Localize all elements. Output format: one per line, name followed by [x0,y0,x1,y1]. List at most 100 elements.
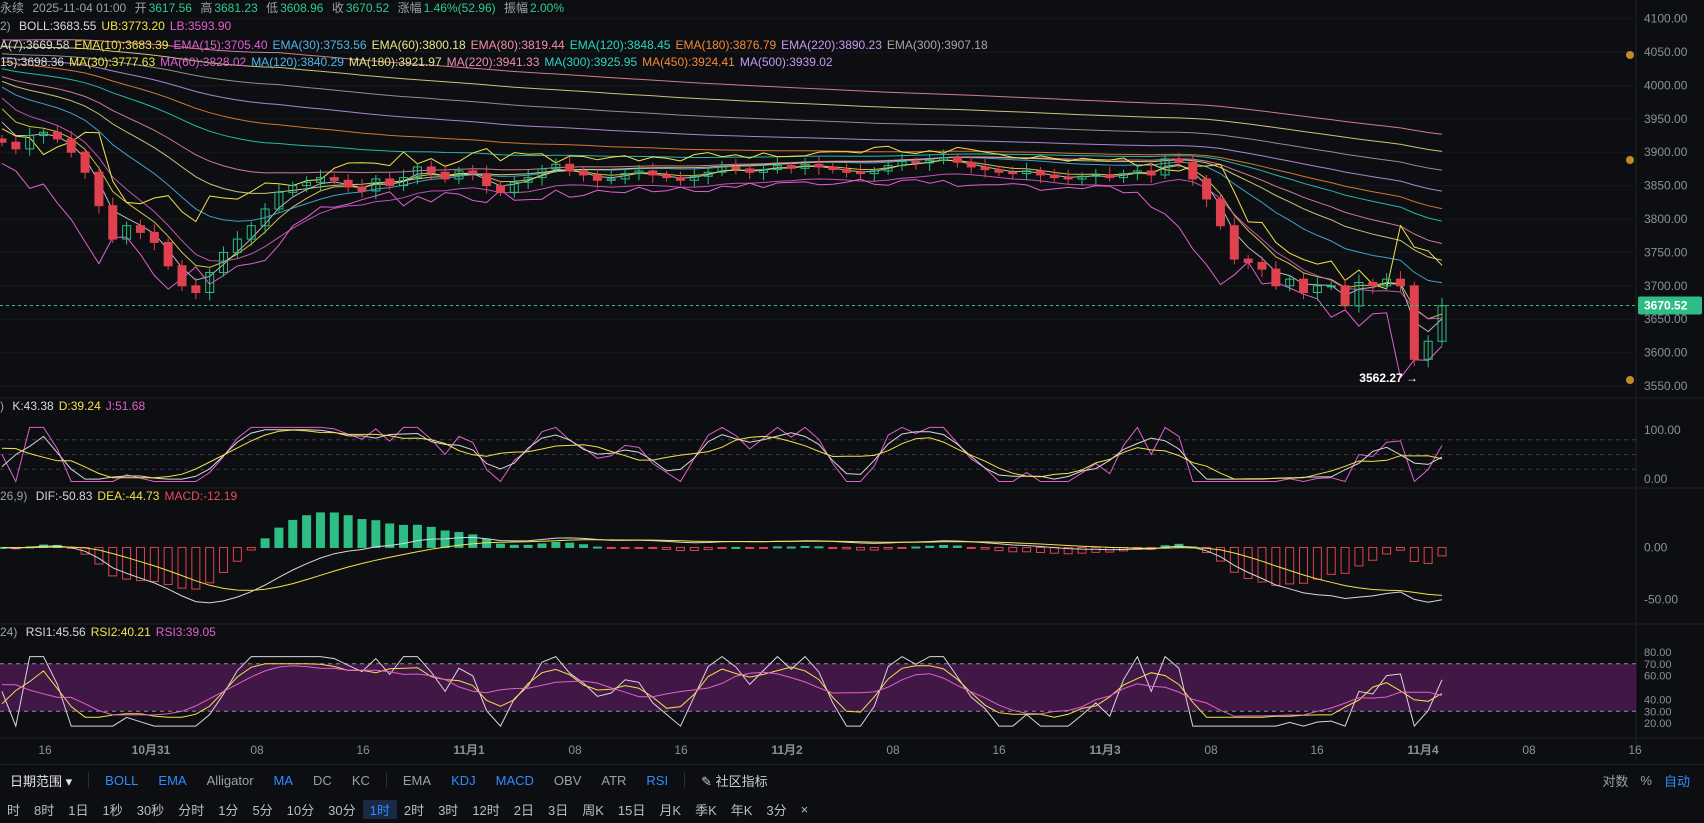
candle-body [1188,161,1198,180]
sub-obv-toggle[interactable]: OBV [553,772,582,788]
ma-line [1,86,1443,284]
alert-dot-icon [1626,156,1634,164]
candle-body [260,208,270,227]
macd-histogram-bar [108,546,118,577]
macd-histogram-bar [246,546,256,551]
macd-histogram-bar [1285,546,1295,585]
candle-body [1202,178,1212,200]
main-indicators: BOLL EMA Alligator MA DC KC [95,773,380,788]
macd-histogram-bar [579,544,589,548]
macd-legend-value: DEA:-44.73 [97,489,160,503]
timeframe-5[interactable]: 分时 [178,802,205,818]
macd-histogram-bar [219,546,229,573]
timeframe-8[interactable]: 10分 [286,802,315,818]
timeframe-4[interactable]: 30秒 [136,802,165,818]
sub-atr-toggle[interactable]: ATR [601,772,627,788]
sub-macd-toggle[interactable]: MACD [495,772,534,788]
macd-histogram-bar [454,532,464,548]
sub-rsi-toggle[interactable]: RSI [646,772,669,788]
kdj-prefix: ) [0,399,4,413]
timeframe-0[interactable]: 时 [7,802,21,818]
price-tick-label: 4000.00 [1644,78,1688,92]
boll-prefix: 2) [0,19,11,33]
candle-body [39,131,49,137]
timeframe-9[interactable]: 30分 [328,802,356,818]
macd-histogram-bar [620,546,630,549]
macd-histogram-bar [689,546,699,551]
rsi-legend-value: RSI2:40.21 [90,625,151,639]
auto-scale-button[interactable]: 自动 [1663,773,1690,789]
rsi-tick-label: 80.00 [1644,647,1672,659]
high-label: 高 [200,1,213,15]
main-dc-toggle[interactable]: DC [313,772,332,788]
boll-band-line [1,128,1443,290]
price-chart[interactable]: 4100.00 4050.00 4000.00 3950.00 3900.00 3850.… [0,0,1704,760]
macd-histogram-bar [814,546,824,549]
candle-body [1146,170,1156,176]
sub-kdj-toggle[interactable]: KDJ [451,772,476,788]
timeframe-14[interactable]: 2日 [513,802,535,818]
timeframe-21[interactable]: 3分 [766,802,787,818]
macd-histogram-bar [232,546,242,562]
candle-body [288,185,298,193]
community-indicators-button[interactable]: ✎ 社区指标 [691,771,778,790]
timeframe-1[interactable]: 8时 [34,802,55,818]
ma-line [1,39,1443,135]
main-ema-toggle[interactable]: EMA [158,772,187,788]
candle-body [80,151,90,173]
kdj-line [1,426,1443,483]
macd-histogram-bar [1077,546,1087,554]
candle-body [1105,174,1115,179]
timeframe-6[interactable]: 1分 [218,802,239,818]
timeframe-20[interactable]: 年K [730,802,753,818]
timeframe-18[interactable]: 月K [659,802,682,818]
chart-edit-icon: ✎ [701,773,712,789]
timeframe-16[interactable]: 周K [582,802,604,818]
main-alligator-toggle[interactable]: Alligator [206,772,254,788]
macd-histogram-bar [1368,546,1378,561]
timeframe-7[interactable]: 5分 [252,802,273,818]
timeframe-12[interactable]: 3时 [438,802,459,818]
candle-body [551,163,561,170]
macd-prefix: 26,9) [0,489,28,503]
main-kc-toggle[interactable]: KC [351,772,370,788]
macd-histogram-bar [828,546,838,549]
sub-ema-toggle[interactable]: EMA [402,772,432,788]
alert-dot-icon [1626,376,1634,384]
macd-histogram-bar [343,515,353,548]
timeframe-2[interactable]: 1日 [68,802,89,818]
ma-line [1,53,1443,171]
time-axis-label: 11月4 [1407,743,1439,757]
macd-histogram-bar [1437,546,1447,557]
rsi-tick-label: 70.00 [1644,659,1672,671]
price-tick-label: 3800.00 [1644,212,1688,226]
timeframe-11[interactable]: 2时 [403,802,425,818]
candle-body [1229,225,1239,260]
time-axis-label: 08 [886,743,900,757]
ma-legend-value: MA(450):3924.41 [642,55,735,69]
timeframe-19[interactable]: 季K [695,802,717,818]
log-scale-button[interactable]: 对数 [1602,773,1629,789]
date-range-button[interactable]: 日期范围 ▾ [10,773,73,789]
close-timeframes-icon[interactable]: × [800,801,809,817]
ma-legend-value: MA(30):3777.63 [69,55,156,69]
main-boll-toggle[interactable]: BOLL [105,772,139,788]
timeframe-10[interactable]: 1时 [362,799,397,819]
macd-tick-label: -50.00 [1644,592,1678,606]
alert-dot-icon [1626,51,1634,59]
percent-scale-button[interactable]: % [1640,772,1652,788]
timeframe-17[interactable]: 15日 [617,802,646,818]
main-ma-toggle[interactable]: MA [273,772,294,788]
timeframe-13[interactable]: 12时 [472,802,500,818]
candle-body [482,173,492,187]
macd-histogram-bar [163,546,173,586]
timeframe-15[interactable]: 3日 [548,802,569,818]
open-label: 开 [134,1,147,15]
low-value: 3608.96 [280,1,324,15]
candle-body [385,178,395,187]
candle-body [1312,285,1322,293]
timeframe-3[interactable]: 1秒 [102,802,123,818]
close-value: 3670.52 [345,1,390,15]
ema-legend-value: EMA(10):3683.39 [74,38,169,52]
open-value: 3617.56 [148,1,192,15]
